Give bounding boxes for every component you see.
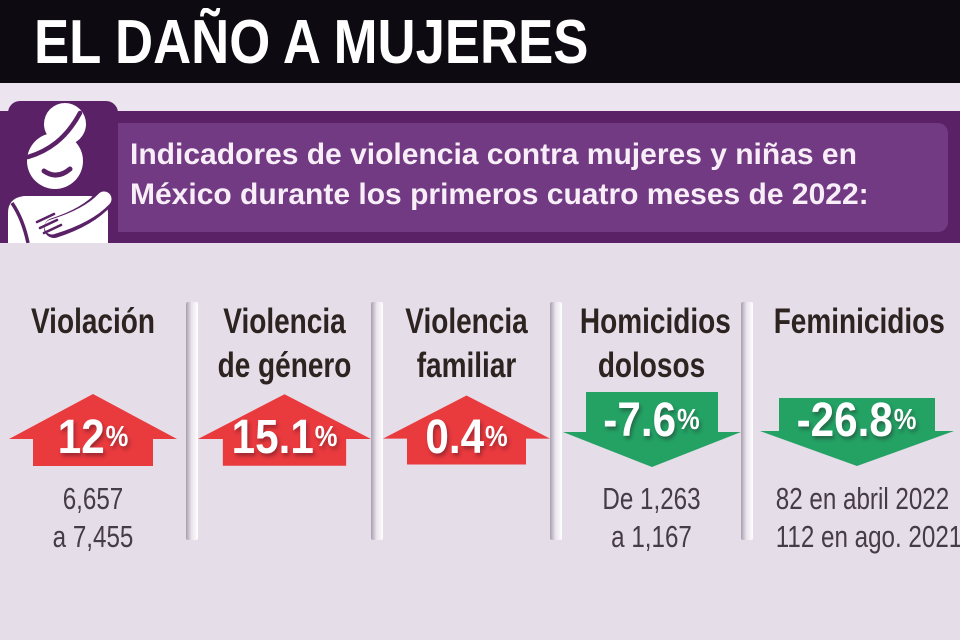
column-divider xyxy=(741,302,753,540)
percent-sign: % xyxy=(105,420,129,453)
banner-line-2: México durante los primeros cuatro meses… xyxy=(130,178,869,211)
arrow-up-icon xyxy=(383,395,550,465)
percent-sign: % xyxy=(893,403,917,436)
indicators-section: Violación 12% 6,657 a 7,455 Violencia de… xyxy=(0,300,960,556)
trend-value: 12% xyxy=(57,410,129,464)
percent-sign: % xyxy=(314,420,338,453)
indicator-column-feminicidios: Feminicidios -26.8% 82 en abril 2022 112… xyxy=(753,300,960,556)
intro-banner: Indicadores de violencia contra mujeres … xyxy=(0,101,960,243)
trend-indicator: 0.4% xyxy=(383,392,550,468)
percent-sign: % xyxy=(484,420,508,453)
trend-indicator: -7.6% xyxy=(562,392,741,468)
sad-woman-icon xyxy=(8,101,118,243)
trend-indicator: -26.8% xyxy=(753,392,960,468)
percent-sign: % xyxy=(676,403,700,436)
column-title: Feminicidios xyxy=(773,302,945,341)
indicator-column-violacion: Violación 12% 6,657 a 7,455 xyxy=(0,300,186,556)
page-title: EL DAÑO A MUJERES xyxy=(34,8,589,77)
header-bar: EL DAÑO A MUJERES xyxy=(0,0,960,83)
change-detail: De 1,263 a 1,167 xyxy=(602,481,701,554)
indicator-column-violencia-genero: Violencia de género 15.1% xyxy=(198,300,371,556)
arrow-up-icon xyxy=(9,394,177,466)
arrow-up-icon xyxy=(198,394,371,466)
banner-text: Indicadores de violencia contra mujeres … xyxy=(130,135,869,215)
trend-indicator: 15.1% xyxy=(198,392,371,468)
column-divider xyxy=(371,302,383,540)
header-divider-strip xyxy=(0,83,960,111)
column-title: Violencia familiar xyxy=(405,302,528,385)
banner-panel xyxy=(10,123,948,232)
indicator-column-homicidios: Homicidios dolosos -7.6% De 1,263 a 1,16… xyxy=(562,300,741,556)
arrow-down-icon xyxy=(562,392,741,467)
column-title: Violencia de género xyxy=(217,302,352,385)
trend-value: -26.8% xyxy=(796,393,917,447)
change-detail: 82 en abril 2022 112 en ago. 2021 xyxy=(775,481,960,554)
column-title: Violación xyxy=(31,302,155,341)
indicator-column-violencia-familiar: Violencia familiar 0.4% xyxy=(383,300,550,556)
trend-value: -7.6% xyxy=(603,393,700,447)
column-title: Homicidios dolosos xyxy=(579,302,731,385)
change-detail: 6,657 a 7,455 xyxy=(52,481,134,554)
column-divider xyxy=(186,302,198,540)
trend-value: 0.4% xyxy=(425,410,508,464)
arrow-down-icon xyxy=(759,398,954,466)
trend-value: 15.1% xyxy=(231,410,338,464)
banner-line-1: Indicadores de violencia contra mujeres … xyxy=(130,138,857,171)
column-divider xyxy=(550,302,562,540)
trend-indicator: 12% xyxy=(0,392,186,468)
